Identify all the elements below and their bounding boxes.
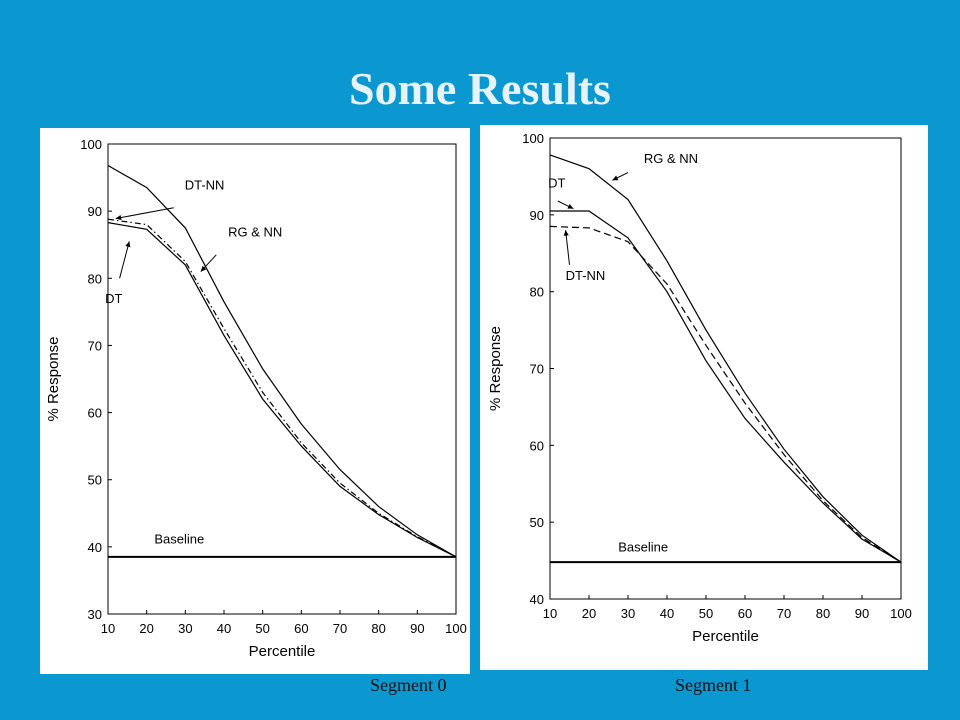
chart-segment-0-svg: 30 40 50 60 70 80 90 100 10 20 30 40 50 60 70 80 90 100 Pe… xyxy=(45,137,467,660)
x-tick-label: 20 xyxy=(139,621,153,636)
series-line-dt xyxy=(550,210,902,563)
x-tick-label: 90 xyxy=(855,606,869,621)
series-line-dt xyxy=(107,222,457,558)
annotation-arrow xyxy=(115,207,174,220)
y-tick-label: 100 xyxy=(80,137,102,152)
y-tick-label: 80 xyxy=(88,271,102,286)
chart-segment-1: 40 50 60 70 80 90 100 10 20 30 40 50 60 70 80 90 100 Perc… xyxy=(480,125,928,670)
plot-frame xyxy=(107,143,457,615)
chart-segment-0: 30 40 50 60 70 80 90 100 10 20 30 40 50 60 70 80 90 100 Pe… xyxy=(40,128,470,674)
chart-segment-1-svg: 40 50 60 70 80 90 100 10 20 30 40 50 60 70 80 90 100 Perc… xyxy=(487,131,912,645)
y-tick-label: 80 xyxy=(530,285,544,300)
x-tick-label: 40 xyxy=(660,606,674,621)
annotation-arrowhead xyxy=(567,203,574,209)
y-tick-label: 100 xyxy=(522,131,544,146)
annotation-arrow xyxy=(119,241,130,279)
annotation-label: RG & NN xyxy=(228,225,282,240)
y-axis-label: % Response xyxy=(487,326,504,411)
caption-segment-1: Segment 1 xyxy=(675,675,752,695)
annotation-label: RG & NN xyxy=(644,151,698,166)
x-tick-label: 60 xyxy=(738,606,752,621)
y-axis-label: % Response xyxy=(45,336,62,421)
x-tick-label: 10 xyxy=(101,621,115,636)
x-tick-label: 90 xyxy=(410,621,424,636)
y-tick-label: 60 xyxy=(88,406,102,421)
series-line-dt-nn xyxy=(549,225,902,563)
annotation-arrowhead xyxy=(563,230,569,236)
plot-frame xyxy=(549,137,902,600)
x-tick-label: 30 xyxy=(178,621,192,636)
annotation-arrowhead xyxy=(200,265,207,272)
x-tick-label: 70 xyxy=(333,621,347,636)
annotation-label: Baseline xyxy=(618,539,668,554)
caption-segment-0: Segment 0 xyxy=(370,675,447,695)
annotation-label: DT-NN xyxy=(566,268,606,283)
x-axis-label: Percentile xyxy=(692,628,759,645)
y-tick-label: 40 xyxy=(530,592,544,607)
series-line-dt-nn xyxy=(107,218,457,558)
x-tick-label: 100 xyxy=(890,606,912,621)
x-tick-label: 50 xyxy=(699,606,713,621)
y-tick-label: 30 xyxy=(88,607,102,622)
annotation-label: DT xyxy=(105,291,122,306)
annotation-label: DT-NN xyxy=(185,178,225,193)
y-tick-label: 90 xyxy=(530,208,544,223)
x-tick-label: 40 xyxy=(217,621,231,636)
annotation-arrowhead xyxy=(125,241,131,248)
x-tick-label: 30 xyxy=(621,606,635,621)
annotation-arrow xyxy=(565,230,570,265)
annotation-label: Baseline xyxy=(154,532,204,547)
y-tick-label: 60 xyxy=(530,438,544,453)
annotation-arrowhead xyxy=(115,214,122,221)
slide-title: Some Results xyxy=(349,63,611,114)
x-axis-label: Percentile xyxy=(249,643,316,660)
x-tick-label: 80 xyxy=(371,621,385,636)
x-tick-label: 20 xyxy=(582,606,596,621)
x-tick-label: 10 xyxy=(543,606,557,621)
x-tick-label: 70 xyxy=(777,606,791,621)
annotation-arrowhead xyxy=(612,175,619,181)
x-tick-label: 100 xyxy=(445,621,467,636)
y-tick-label: 70 xyxy=(88,338,102,353)
y-tick-label: 90 xyxy=(88,204,102,219)
x-tick-label: 50 xyxy=(255,621,269,636)
annotation-label: DT xyxy=(548,175,565,190)
y-tick-label: 70 xyxy=(530,362,544,377)
x-tick-label: 80 xyxy=(816,606,830,621)
x-tick-label: 60 xyxy=(294,621,308,636)
series-line-rg-nn xyxy=(107,164,457,558)
y-tick-label: 50 xyxy=(88,473,102,488)
series-line-rg-nn xyxy=(549,154,902,563)
y-tick-label: 50 xyxy=(530,515,544,530)
y-tick-label: 40 xyxy=(88,540,102,555)
